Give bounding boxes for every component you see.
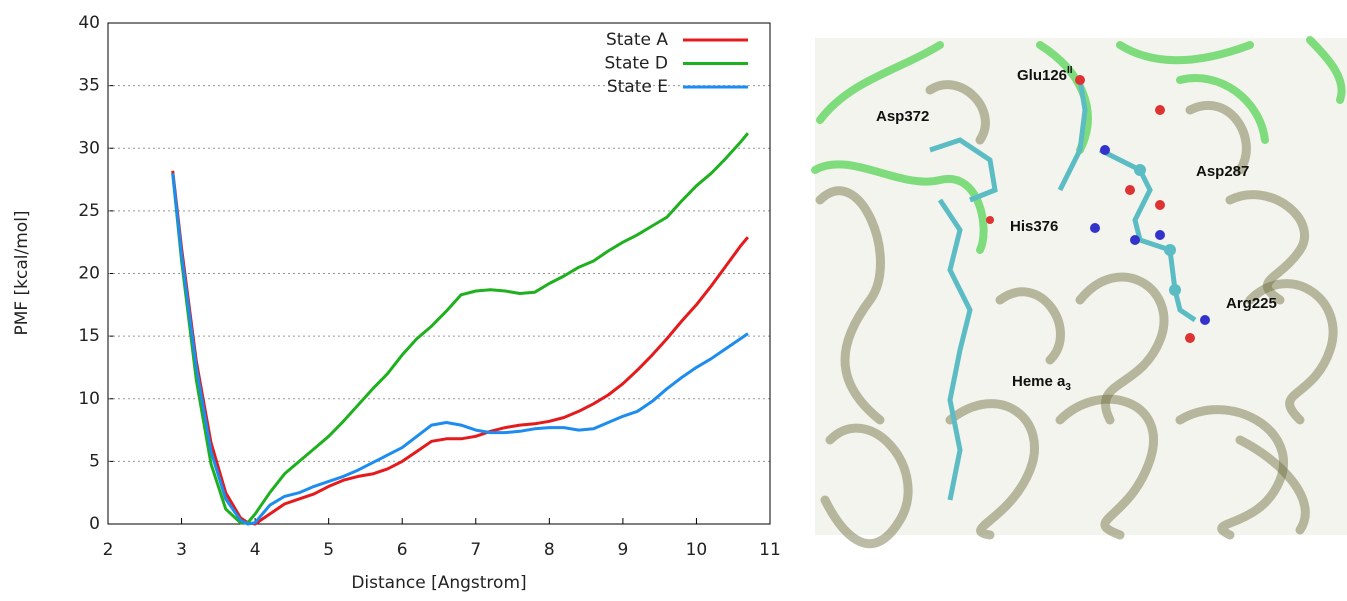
- residue-label: Glu126II: [1017, 65, 1073, 84]
- residue-label: Asp372: [876, 108, 929, 125]
- y-tick-label: 40: [78, 13, 100, 33]
- line-series: [171, 170, 750, 526]
- superscript: II: [1067, 65, 1073, 76]
- line-series: [171, 132, 750, 525]
- y-tick-label: 15: [78, 326, 100, 346]
- subscript: 3: [1065, 382, 1071, 393]
- legend-label: State E: [607, 77, 668, 97]
- x-tick-label: 7: [470, 540, 481, 560]
- y-axis-label: PMF [kcal/mol]: [12, 210, 32, 335]
- x-tick-label: 2: [103, 540, 114, 560]
- residue-label: Arg225: [1226, 295, 1277, 312]
- x-tick-label: 6: [397, 540, 408, 560]
- x-tick-label: 5: [323, 540, 334, 560]
- residue-label: His376: [1010, 218, 1058, 235]
- line-series: [171, 173, 749, 526]
- y-tick-label: 10: [78, 389, 100, 409]
- residue-label: Glu126: [1017, 67, 1067, 84]
- residue-label: Asp287: [1196, 163, 1249, 180]
- residue-label: Heme a3: [1012, 373, 1071, 393]
- x-tick-label: 9: [617, 540, 628, 560]
- y-tick-label: 5: [89, 451, 100, 471]
- plot-frame: [107, 22, 771, 525]
- x-tick-label: 3: [176, 540, 187, 560]
- y-tick-label: 35: [78, 76, 100, 96]
- x-tick-label: 10: [686, 540, 708, 560]
- y-tick-label: 30: [78, 138, 100, 158]
- y-tick-label: 20: [78, 264, 100, 284]
- legend-label: State D: [605, 54, 669, 74]
- x-tick-label: 11: [759, 540, 781, 560]
- x-tick-label: 4: [250, 540, 261, 560]
- y-tick-label: 0: [89, 514, 100, 534]
- x-tick-label: 8: [544, 540, 555, 560]
- ribbons: [815, 80, 1338, 549]
- structure-image: Glu126II Asp372 Asp287 His376 Arg225 Hem…: [811, 36, 1347, 549]
- atoms: [986, 75, 1210, 343]
- y-tick-label: 25: [78, 201, 100, 221]
- legend-label: State A: [606, 30, 668, 50]
- residue-label: Heme a: [1012, 373, 1066, 390]
- x-axis-label: Distance [Angstrom]: [351, 573, 526, 593]
